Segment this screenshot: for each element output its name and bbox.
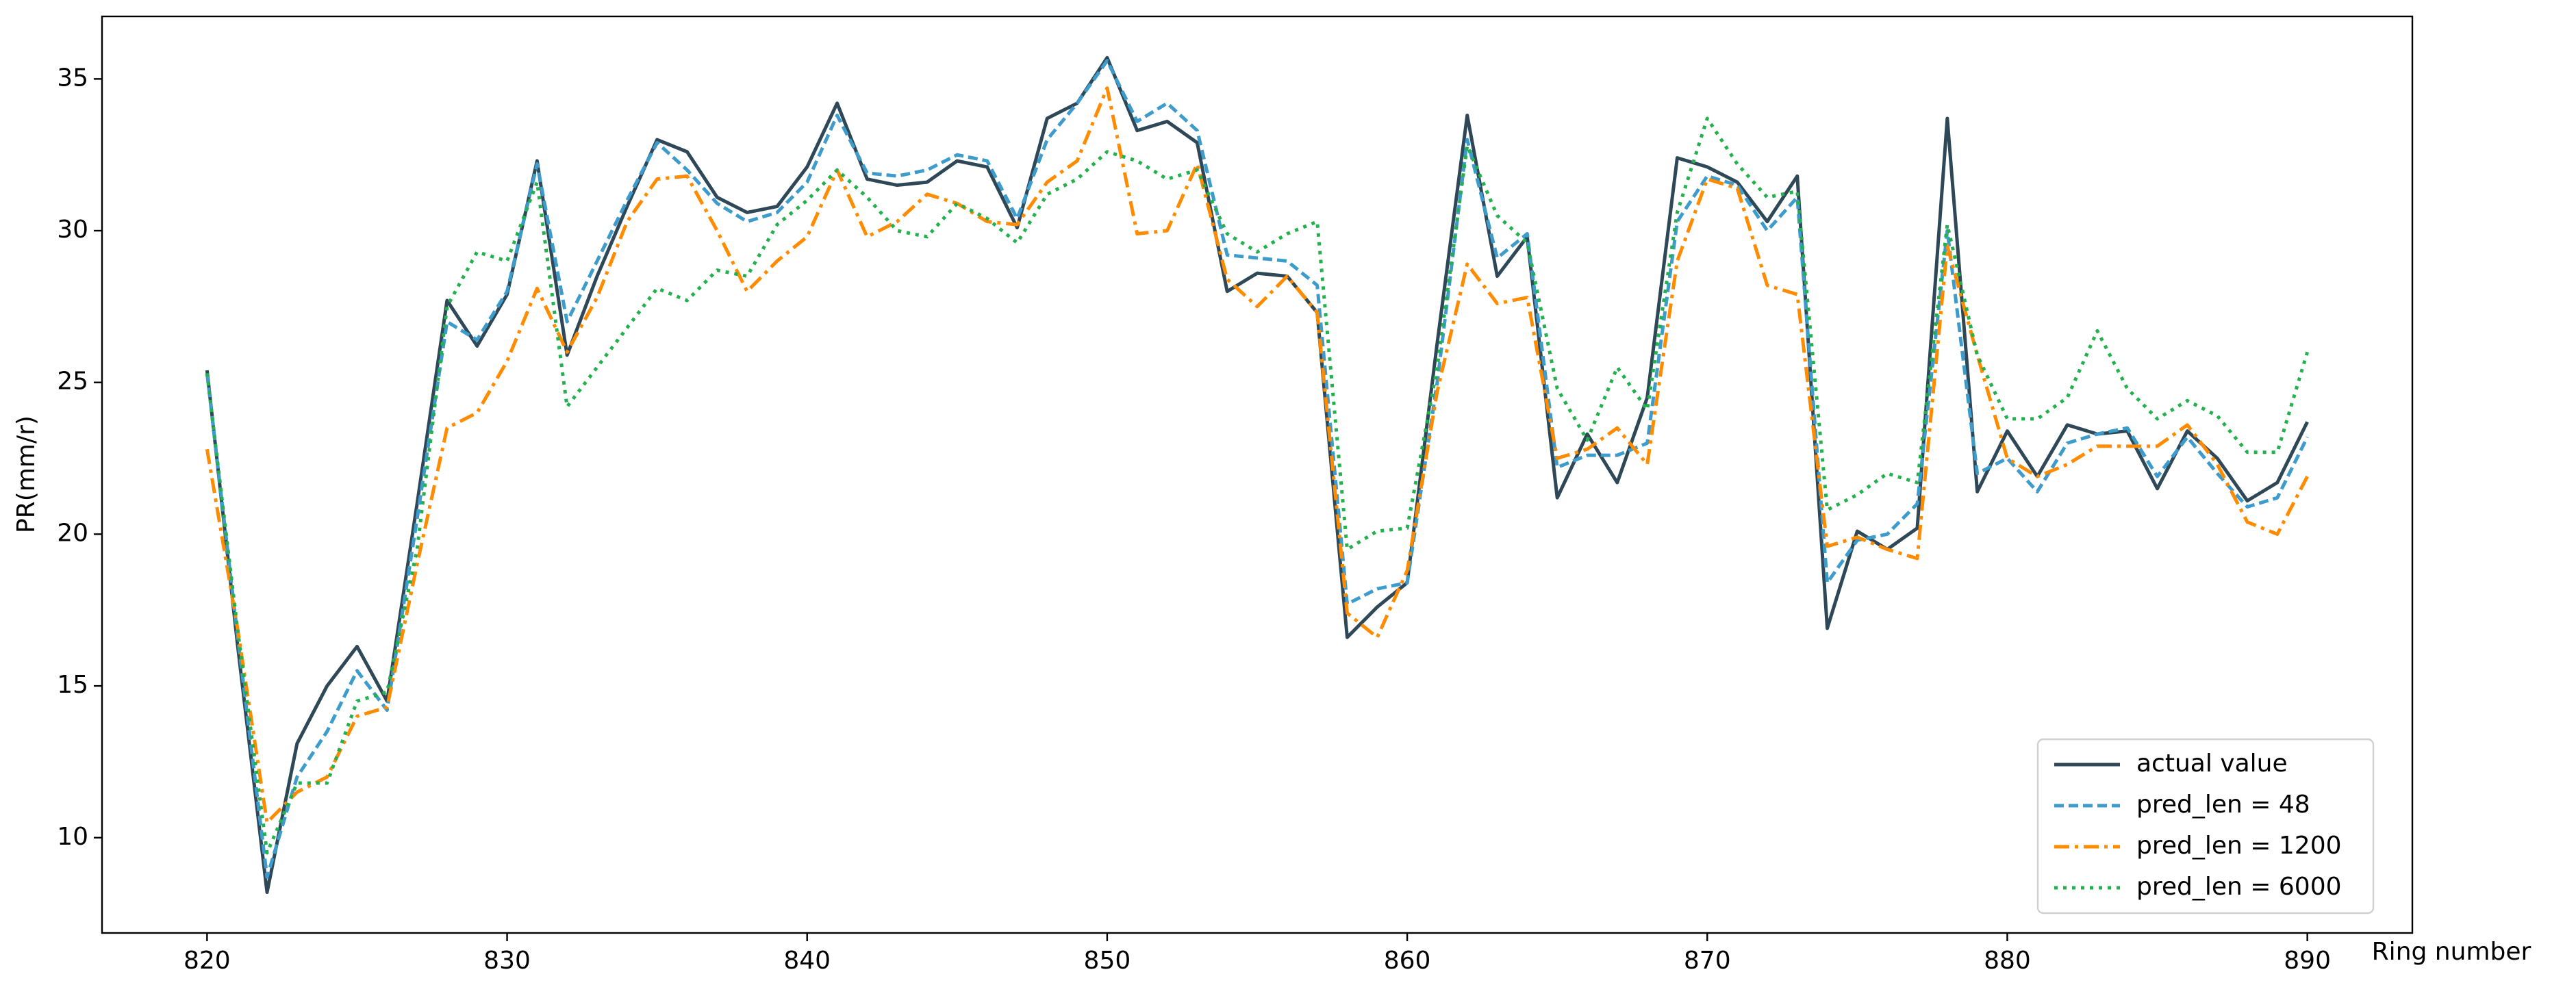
legend-label: pred_len = 48: [2136, 791, 2310, 819]
x-tick-label: 860: [1384, 947, 1431, 975]
y-axis-label: PR(mm/r): [12, 415, 40, 533]
series-line: [205, 86, 2309, 825]
y-tick-label: 25: [57, 368, 88, 396]
y-tick-label: 10: [57, 823, 88, 851]
x-tick-label: 850: [1084, 947, 1131, 975]
series-line: [205, 55, 2309, 895]
y-tick-label: 30: [57, 216, 88, 244]
x-axis-label: Ring number: [2372, 938, 2531, 966]
y-tick-label: 20: [57, 519, 88, 547]
legend-label: pred_len = 1200: [2136, 832, 2342, 860]
x-tick-label: 820: [184, 947, 231, 975]
y-tick-label: 35: [57, 64, 88, 92]
x-tick-label: 890: [2284, 947, 2331, 975]
series-line: [205, 59, 2309, 879]
legend-box: [2036, 738, 2375, 914]
plot-frame: [101, 15, 2414, 934]
legend-label: actual value: [2136, 750, 2288, 778]
legend-label: pred_len = 6000: [2136, 873, 2342, 901]
x-tick-label: 840: [783, 947, 831, 975]
x-tick-label: 880: [1984, 947, 2031, 975]
x-tick-label: 870: [1684, 947, 1731, 975]
y-tick-label: 15: [57, 671, 88, 699]
x-tick-label: 830: [483, 947, 531, 975]
series-line: [205, 116, 2310, 855]
